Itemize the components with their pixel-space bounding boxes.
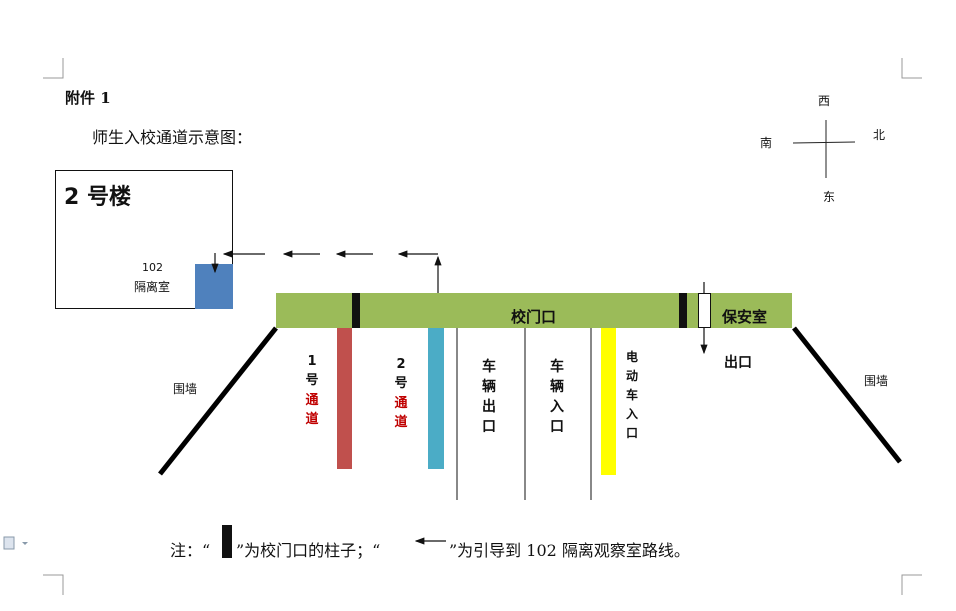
walls [158, 326, 902, 476]
gate-pillar [352, 293, 360, 328]
page-corner-marks [43, 58, 922, 595]
isolation-room [195, 264, 233, 309]
room-number: 102 [142, 261, 163, 274]
attachment-label: 附件 1 [65, 89, 111, 107]
compass-west: 西 [818, 94, 831, 108]
note-pillar-text: ”为校门口的柱子；“ [236, 541, 381, 560]
security-gate-post [698, 293, 711, 328]
compass-south: 南 [760, 136, 773, 150]
compass-north: 北 [873, 128, 886, 142]
note-arrow-text: ”为引导到 102 隔离观察室路线。 [449, 541, 690, 560]
lane-2-number: 2号 [394, 357, 408, 391]
lane-1-name: 通道 [305, 393, 319, 427]
lane-2-bar [428, 328, 444, 469]
compass-cross [792, 120, 856, 178]
lane-1-number: 1号 [305, 354, 319, 388]
ebike-entrance-label: 电动车入口 [625, 350, 638, 440]
lane-2-name: 通道 [394, 396, 408, 430]
vehicle-entrance-label: 车辆入口 [550, 359, 564, 435]
building-name: 2 号楼 [64, 185, 131, 210]
wall-label-right: 围墙 [864, 374, 889, 388]
document-icon[interactable] [3, 536, 28, 550]
wall-label-left: 围墙 [173, 382, 198, 396]
compass-east: 东 [823, 190, 836, 204]
note-prefix: 注：“ [170, 541, 211, 560]
ebike-lane-bar [601, 328, 616, 475]
exit-label: 出口 [724, 355, 752, 371]
page-title: 师生入校通道示意图： [92, 128, 253, 147]
gate-label: 校门口 [511, 308, 557, 326]
vehicle-exit-label: 车辆出口 [482, 359, 496, 435]
note-pillar-sample [222, 525, 232, 558]
room-name: 隔离室 [134, 280, 171, 294]
gate-pillar [679, 293, 687, 328]
lane-1-bar [337, 328, 352, 469]
lane-dividers [456, 328, 592, 500]
security-room-label: 保安室 [722, 308, 768, 326]
